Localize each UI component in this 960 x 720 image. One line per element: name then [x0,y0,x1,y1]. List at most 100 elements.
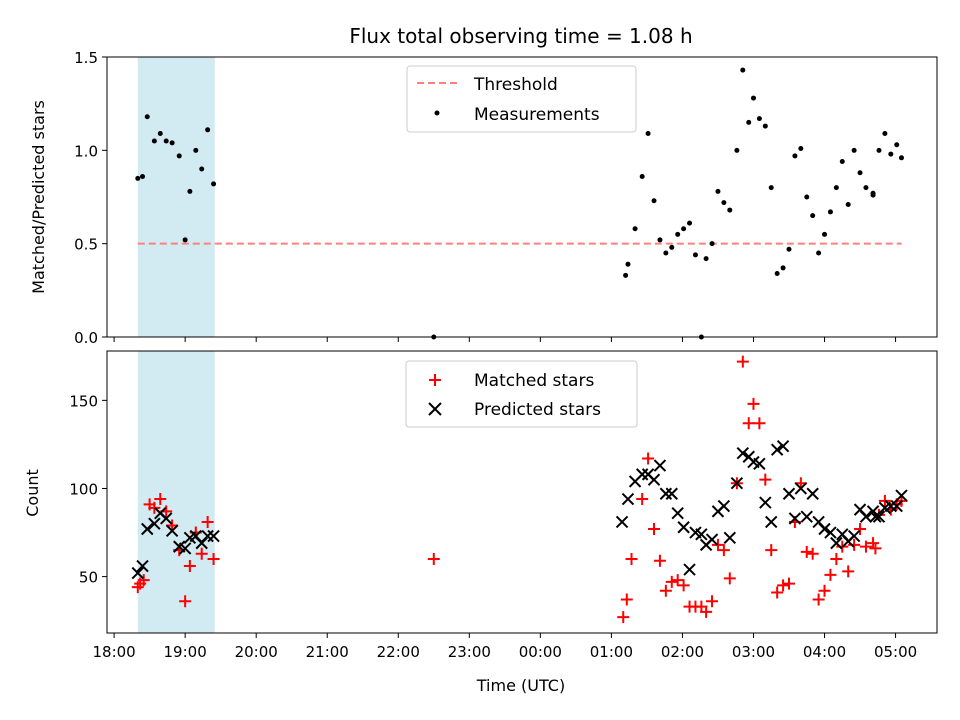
measurement-point [882,131,888,137]
measurement-point [822,231,828,237]
predicted-star-point [736,447,750,460]
matched-star-point [782,577,795,590]
x-tick-label: 20:00 [235,643,278,661]
matched-star-point [195,547,208,560]
measurement-point [798,145,804,151]
measurement-point [756,116,762,122]
matched-star-point [742,417,755,430]
measurement-point [211,181,217,187]
matched-star-point [777,579,790,592]
measurement-point [645,131,651,137]
measurement-point [750,95,756,101]
figure-title: Flux total observing time = 1.08 h [349,24,692,48]
top-legend: Threshold Measurements [406,65,637,133]
measurement-point [651,198,657,204]
matched-star-point [736,355,749,368]
predicted-star-point [659,487,673,500]
measurement-point [721,200,727,206]
top-y-axis-label: Matched/Predicted stars [29,100,48,294]
measurement-point [740,67,746,73]
matched-star-point [836,540,849,553]
predicted-star-point [859,510,873,523]
matched-stars-legend-swatch [429,374,441,386]
top-y-ticks: 0.0 0.5 1.0 1.5 [74,49,107,347]
predicted-star-point [165,524,179,537]
matched-star-point [207,552,220,565]
measurement-point [135,175,141,181]
matched-star-point [800,545,813,558]
y-tick-label: 0.5 [74,236,98,254]
predicted-stars-legend-label: Predicted stars [474,400,601,420]
x-tick-label: 04:00 [803,643,846,661]
measurement-point [657,237,663,243]
matched-star-point [427,552,440,565]
predicted-star-point [635,468,649,481]
measurement-point [205,127,211,133]
predicted-star-point [765,515,778,529]
x-tick-label: 22:00 [377,643,420,661]
shaded-span-bottom [137,351,215,633]
measurements-points [135,67,904,340]
matched-star-point [717,544,730,557]
predicted-star-point [723,531,737,545]
measurement-point [687,220,693,226]
matched-star-point [824,568,837,581]
measurement-point [780,265,786,271]
measurement-point [151,138,157,144]
predicted-star-point [788,512,802,525]
matched-star-point [706,595,719,608]
predicted-star-point [824,526,837,539]
measurement-point [144,114,150,120]
bottom-x-ticks: 18:00 19:00 20:00 21:00 22:00 23:00 00:00 01:00… [92,633,917,661]
matched-star-point [711,538,724,551]
matched-star-point [869,542,882,555]
measurement-point [863,185,869,191]
measurement-point [774,271,780,277]
y-tick-label: 50 [79,569,98,587]
predicted-star-point [794,482,808,495]
matched-star-point [653,554,666,567]
measurement-point [669,244,675,250]
measurement-point [176,153,182,159]
predicted-star-point [159,512,173,525]
matched-star-point [812,593,825,606]
x-tick-label: 18:00 [92,643,135,661]
threshold-legend-label: Threshold [473,75,558,95]
matched-star-point [854,523,867,536]
measurement-point [839,159,845,165]
measurement-point [851,147,857,153]
predicted-star-point [730,476,744,490]
y-tick-label: 1.0 [74,142,98,160]
x-tick-label: 02:00 [661,643,704,661]
measurement-point [876,147,882,153]
matched-star-point [753,417,766,430]
measurement-point [810,213,816,219]
bottom-legend-box [405,360,638,428]
measurement-point [703,256,709,262]
measurement-point [898,155,904,161]
matched-star-point [665,575,678,588]
predicted-star-point [148,517,161,530]
predicted-star-point [621,492,635,506]
measurement-point [888,151,894,157]
matched-star-point [859,540,872,553]
y-tick-label: 100 [69,480,98,498]
y-tick-label: 1.5 [74,49,98,67]
x-tick-label: 03:00 [732,643,775,661]
predicted-star-point [653,459,667,472]
top-x-ticks [113,337,897,342]
predicted-star-point [178,542,192,555]
matched-star-point [848,538,861,551]
matched-star-point [765,544,778,557]
matched-star-point [636,493,649,506]
predicted-star-point [872,510,886,523]
measurement-point [140,173,146,179]
predicted-star-point [847,529,861,543]
matched-star-point [747,397,760,410]
matched-star-point [700,605,713,618]
measurement-point [786,246,792,252]
matched-star-point [617,611,630,624]
predicted-stars-legend-swatch [428,402,442,416]
predicted-star-point [830,536,843,550]
